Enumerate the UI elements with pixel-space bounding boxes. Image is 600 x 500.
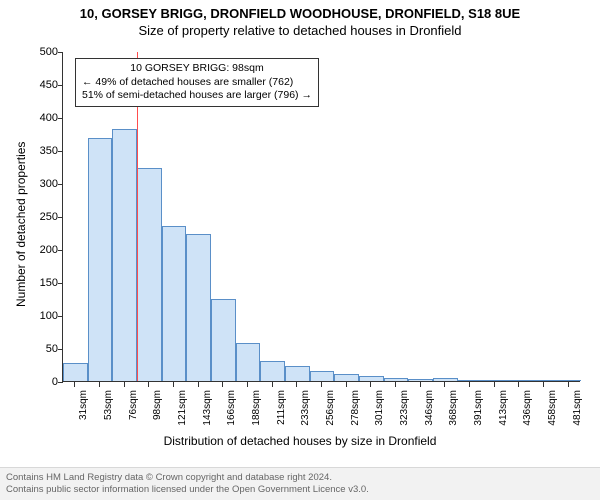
- xtick-mark: [99, 382, 100, 387]
- histogram-bar: [482, 380, 507, 381]
- chart-subtitle: Size of property relative to detached ho…: [0, 21, 600, 38]
- xtick-label: 346sqm: [424, 390, 435, 426]
- ytick-mark: [58, 250, 63, 251]
- ytick-mark: [58, 316, 63, 317]
- xtick-label: 301sqm: [374, 390, 385, 426]
- ytick-label: 250: [40, 211, 58, 223]
- ytick-label: 200: [40, 244, 58, 256]
- ytick-mark: [58, 349, 63, 350]
- xtick-mark: [296, 382, 297, 387]
- annotation-box: 10 GORSEY BRIGG: 98sqm ← 49% of detached…: [75, 58, 319, 107]
- xtick-label: 458sqm: [547, 390, 558, 426]
- xtick-mark: [420, 382, 421, 387]
- histogram-bar: [260, 361, 285, 381]
- ytick-mark: [58, 118, 63, 119]
- xtick-label: 278sqm: [350, 390, 361, 426]
- ytick-label: 150: [40, 277, 58, 289]
- y-axis-label: Number of detached properties: [14, 142, 28, 307]
- annotation-line: 51% of semi-detached houses are larger (…: [82, 89, 312, 103]
- xtick-label: 166sqm: [226, 390, 237, 426]
- ytick-label: 350: [40, 145, 58, 157]
- xtick-label: 413sqm: [498, 390, 509, 426]
- ytick-mark: [58, 52, 63, 53]
- xtick-label: 436sqm: [522, 390, 533, 426]
- ytick-mark: [58, 85, 63, 86]
- xtick-mark: [74, 382, 75, 387]
- annotation-line: 10 GORSEY BRIGG: 98sqm: [82, 62, 312, 76]
- xtick-label: 143sqm: [202, 390, 213, 426]
- footer-line: Contains public sector information licen…: [6, 484, 594, 496]
- histogram-bar: [211, 299, 236, 382]
- histogram-bar: [112, 129, 137, 381]
- xtick-mark: [222, 382, 223, 387]
- xtick-mark: [124, 382, 125, 387]
- x-axis-label: Distribution of detached houses by size …: [0, 434, 600, 448]
- xtick-mark: [568, 382, 569, 387]
- histogram-bar: [236, 343, 261, 381]
- histogram-bar: [433, 378, 458, 381]
- xtick-mark: [247, 382, 248, 387]
- xtick-mark: [321, 382, 322, 387]
- ytick-label: 100: [40, 310, 58, 322]
- ytick-label: 450: [40, 79, 58, 91]
- footer: Contains HM Land Registry data © Crown c…: [0, 467, 600, 500]
- ytick-mark: [58, 283, 63, 284]
- ytick-label: 400: [40, 112, 58, 124]
- histogram-bar: [556, 380, 581, 381]
- y-axis: 050100150200250300350400450500: [0, 52, 62, 382]
- histogram-bar: [137, 168, 162, 381]
- xtick-label: 368sqm: [448, 390, 459, 426]
- ytick-label: 500: [40, 46, 58, 58]
- xtick-mark: [198, 382, 199, 387]
- xtick-mark: [444, 382, 445, 387]
- chart-container: { "title_main": "10, GORSEY BRIGG, DRONF…: [0, 0, 600, 500]
- histogram-bar: [408, 379, 433, 381]
- histogram-bar: [63, 363, 88, 381]
- xtick-mark: [272, 382, 273, 387]
- ytick-mark: [58, 217, 63, 218]
- histogram-bar: [458, 380, 483, 381]
- histogram-bar: [532, 380, 557, 381]
- xtick-mark: [346, 382, 347, 387]
- xtick-mark: [395, 382, 396, 387]
- xtick-mark: [518, 382, 519, 387]
- histogram-bar: [334, 374, 359, 381]
- ytick-mark: [58, 151, 63, 152]
- histogram-bar: [310, 371, 335, 381]
- xtick-label: 31sqm: [78, 390, 89, 420]
- chart-title: 10, GORSEY BRIGG, DRONFIELD WOODHOUSE, D…: [0, 0, 600, 21]
- xtick-mark: [148, 382, 149, 387]
- annotation-line: ← 49% of detached houses are smaller (76…: [82, 76, 312, 90]
- xtick-label: 188sqm: [251, 390, 262, 426]
- xtick-label: 76sqm: [128, 390, 139, 420]
- histogram-bar: [88, 138, 113, 381]
- xtick-label: 481sqm: [572, 390, 583, 426]
- xtick-label: 211sqm: [276, 390, 287, 425]
- xtick-mark: [543, 382, 544, 387]
- histogram-bar: [507, 380, 532, 381]
- xtick-mark: [370, 382, 371, 387]
- xtick-label: 233sqm: [300, 390, 311, 426]
- xtick-mark: [494, 382, 495, 387]
- ytick-label: 300: [40, 178, 58, 190]
- xtick-label: 121sqm: [177, 390, 188, 426]
- xtick-mark: [469, 382, 470, 387]
- x-axis: 31sqm 53sqm 76sqm 98sqm 121sqm 143sqm 166sqm 18…: [62, 382, 580, 442]
- xtick-label: 323sqm: [399, 390, 410, 426]
- histogram-bar: [162, 226, 187, 381]
- histogram-bar: [359, 376, 384, 381]
- footer-line: Contains HM Land Registry data © Crown c…: [6, 472, 594, 484]
- xtick-mark: [173, 382, 174, 387]
- histogram-bar: [384, 378, 409, 381]
- ytick-label: 50: [46, 343, 58, 355]
- xtick-label: 98sqm: [152, 390, 163, 420]
- ytick-mark: [58, 184, 63, 185]
- xtick-label: 53sqm: [103, 390, 114, 420]
- xtick-label: 391sqm: [473, 390, 484, 426]
- xtick-label: 256sqm: [325, 390, 336, 426]
- histogram-bar: [186, 234, 211, 381]
- histogram-bar: [285, 366, 310, 381]
